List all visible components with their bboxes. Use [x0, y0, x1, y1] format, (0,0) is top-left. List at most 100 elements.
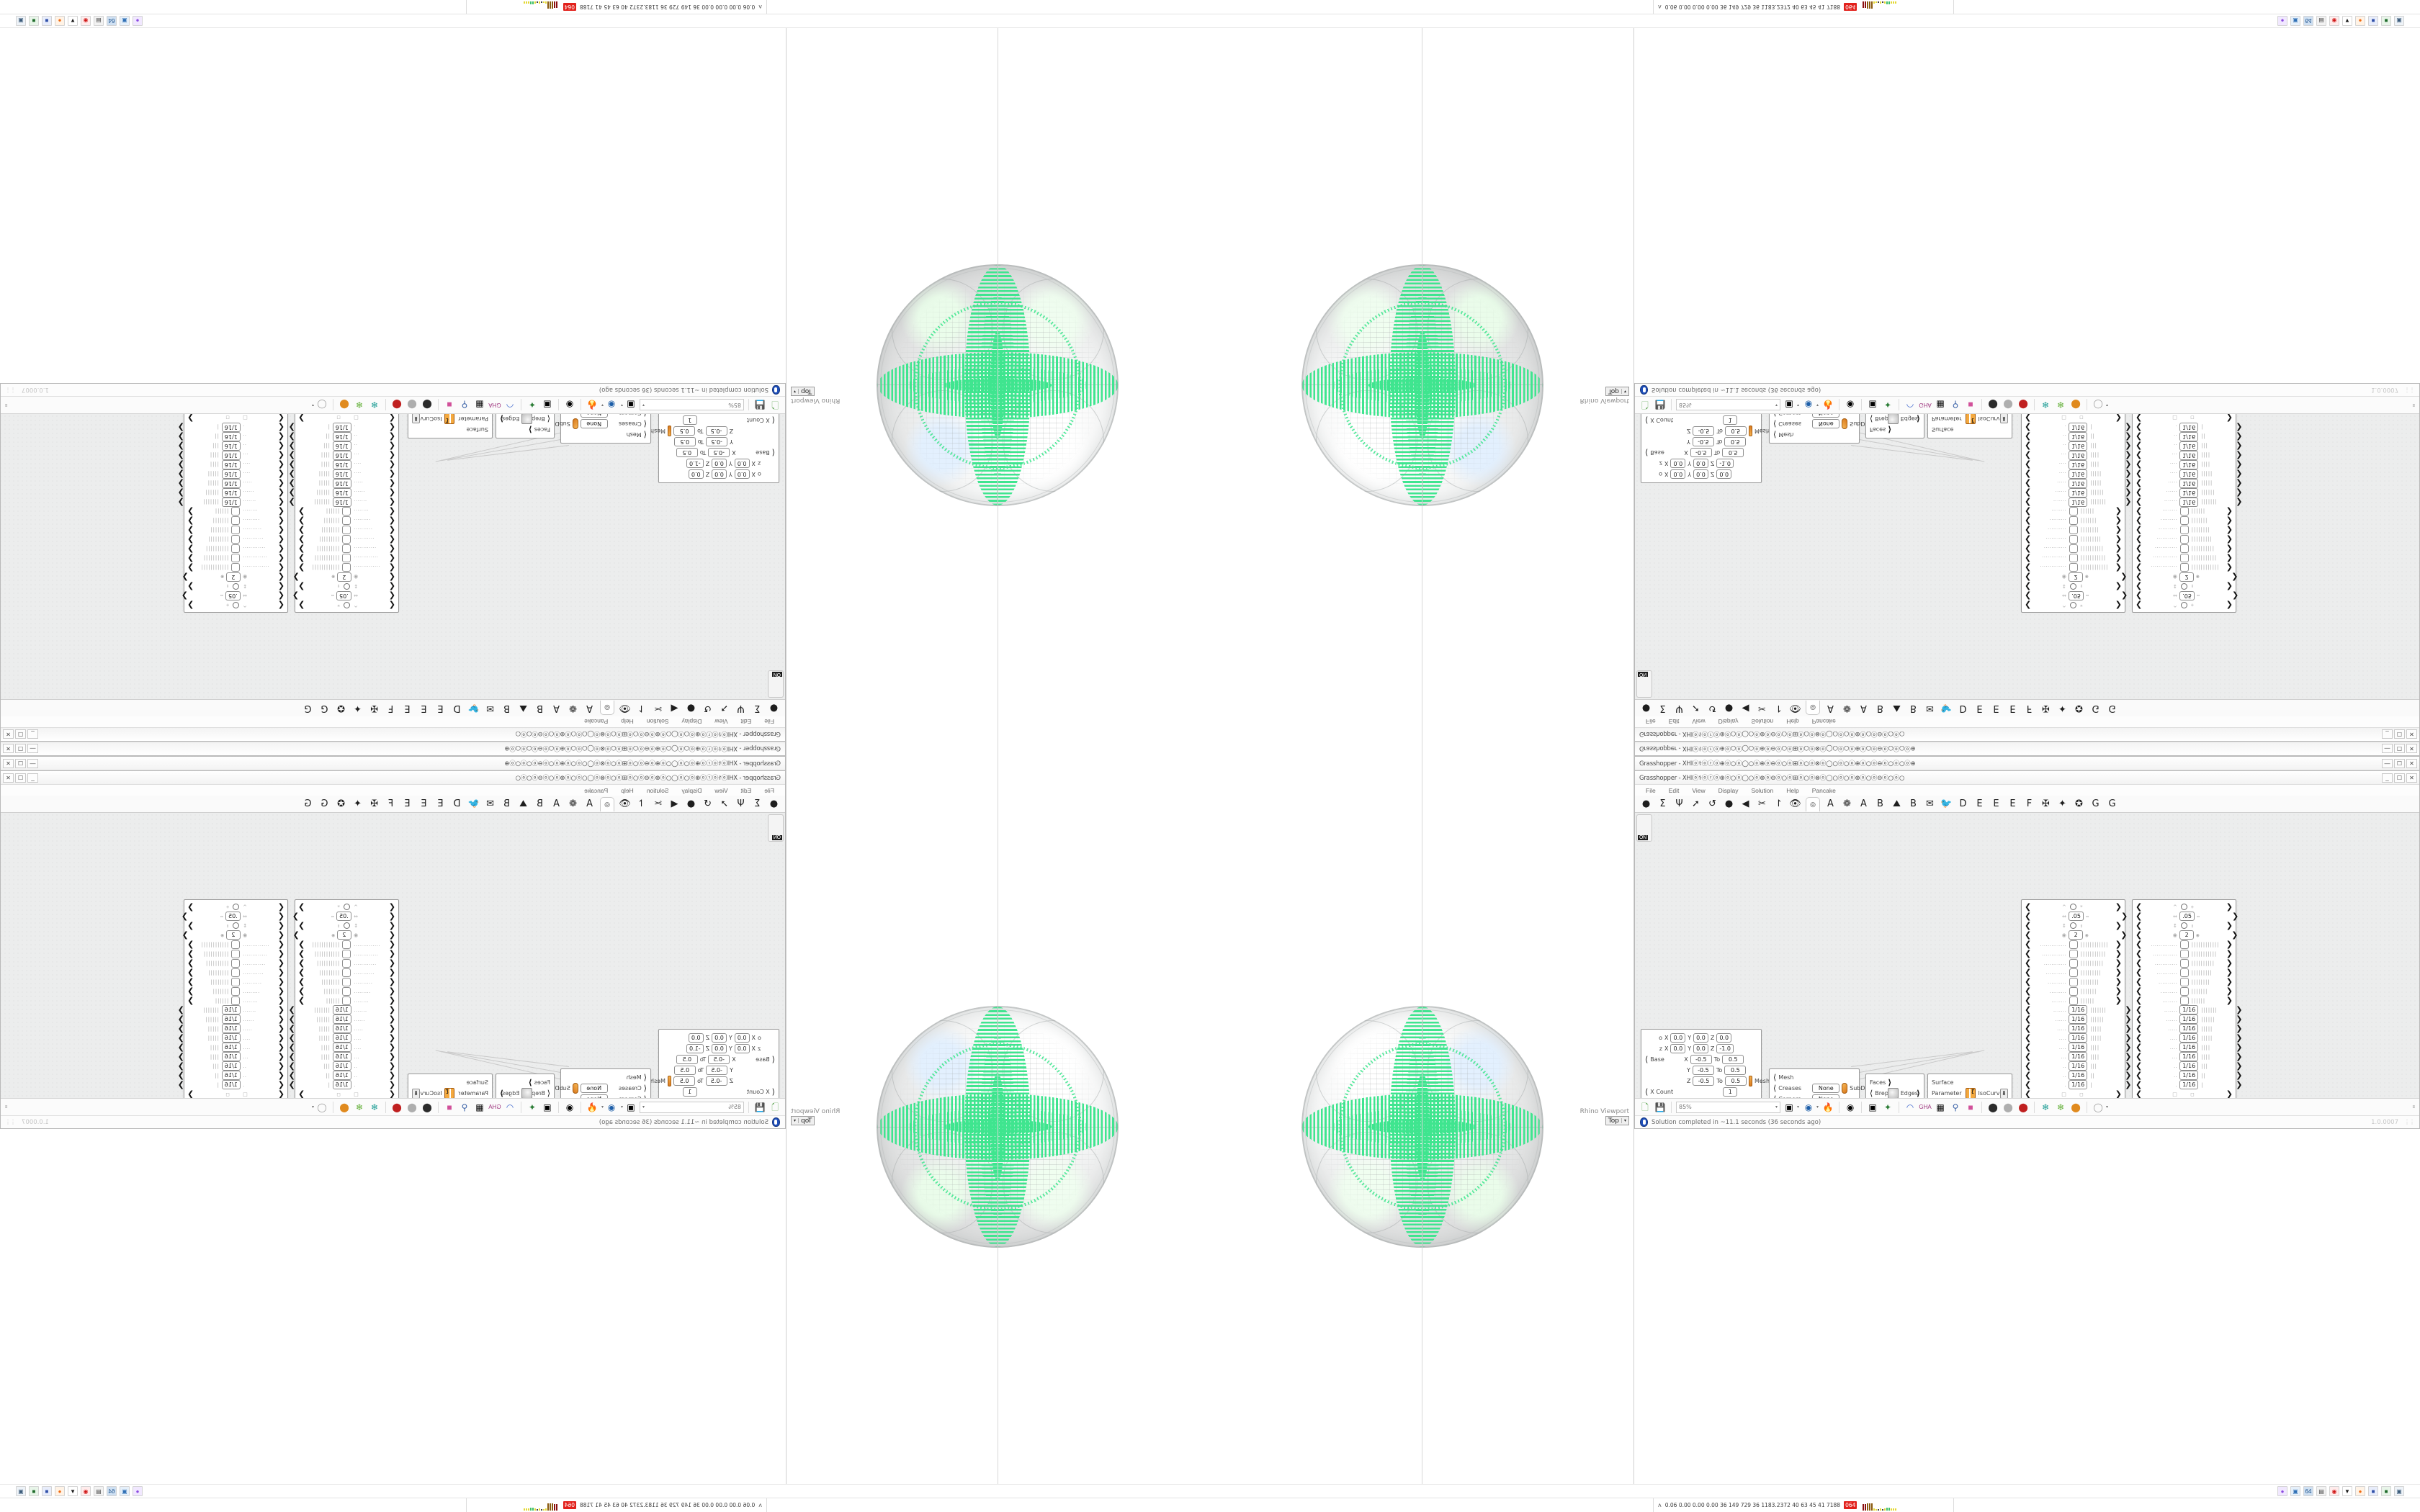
x-count-input[interactable]: 1	[1723, 415, 1738, 425]
input-port[interactable]: ❮	[388, 423, 395, 432]
input-port[interactable]: ❮	[2136, 507, 2143, 516]
input-port[interactable]: ❮	[2136, 1024, 2143, 1033]
output-port[interactable]: ❯	[288, 451, 295, 460]
param-checkbox[interactable]	[2069, 940, 2078, 949]
named-views-icon[interactable]: ◉	[1804, 400, 1813, 410]
output-port[interactable]: ❯	[2226, 563, 2233, 572]
letter-e-icon[interactable]: E	[1976, 798, 1983, 809]
canvas-side-flap[interactable]: ON	[768, 814, 784, 842]
save-disk-icon[interactable]: ■	[2368, 1486, 2378, 1496]
rhino-icon[interactable]: ◉	[81, 1486, 91, 1496]
kangaroo-icon[interactable]: ❁	[569, 703, 577, 714]
input-port[interactable]: ⟨	[547, 1089, 550, 1098]
output-port[interactable]: ❯	[2125, 488, 2132, 498]
letter-b2-icon[interactable]: B	[503, 798, 510, 809]
letter-g-icon[interactable]: G	[2092, 703, 2099, 714]
param-value-input[interactable]: 1/16	[332, 1052, 351, 1061]
origin-x-input[interactable]: 0.0	[734, 469, 750, 479]
domain-z-to[interactable]: 0.5	[673, 426, 696, 436]
letter-a-icon[interactable]: A	[1827, 798, 1834, 809]
preview-shaded-icon[interactable]: ▣	[1868, 400, 1877, 410]
param-value-input[interactable]: .05	[2069, 591, 2084, 600]
param-value-input[interactable]: .05	[336, 912, 351, 921]
document-preview-icon[interactable]: ◠	[506, 1102, 514, 1112]
input-port[interactable]: ❮	[2025, 582, 2032, 591]
output-port[interactable]: ❯	[288, 498, 295, 507]
document-preview-icon[interactable]: ◠	[1906, 400, 1914, 410]
input-port[interactable]: ❮	[277, 441, 284, 451]
cluster-egg-light-icon[interactable]: ⬤	[407, 1102, 417, 1112]
output-port[interactable]: ❯	[2115, 996, 2122, 1005]
input-port[interactable]: ❮	[2025, 413, 2032, 423]
resize-grip-icon[interactable]: ⋮⋮	[6, 1119, 16, 1125]
menu-item-file[interactable]: File	[1646, 718, 1656, 726]
param-checkbox[interactable]	[2179, 563, 2189, 572]
grasshopper-canvas[interactable]: ON o X 0.0 Y 0.0 Z 0.0	[1635, 401, 2419, 699]
input-port[interactable]: ❮	[2025, 469, 2032, 479]
active-tab-icon[interactable]: ◎	[1806, 796, 1820, 811]
titlebar-front[interactable]: Grasshopper - XHIⓞ⚕ⓞⓡⓞ⊕ⓞ○ⓞ◯○ⓞ⊕ⓞ⊖ⓞ○ⓞ⊞ⓞ○ⓞ⊗…	[1635, 727, 2419, 741]
letter-e3-icon[interactable]: E	[2009, 703, 2016, 714]
preview-mesh-icon[interactable]: ◉	[565, 1102, 574, 1112]
param-checkbox[interactable]	[2069, 996, 2078, 1005]
input-port[interactable]: ❮	[277, 591, 284, 600]
input-port[interactable]: ❮	[2136, 1043, 2143, 1052]
output-port[interactable]: ❯	[2231, 591, 2239, 600]
param-value-input[interactable]: 2	[336, 572, 351, 582]
maximize-button[interactable]: ☐	[15, 729, 26, 739]
input-port[interactable]: ❮	[2136, 563, 2143, 572]
output-port[interactable]: ❯	[288, 488, 295, 498]
widget-teal-icon[interactable]: ❄	[2042, 1102, 2050, 1112]
output-port[interactable]: ❯	[2236, 1014, 2243, 1024]
input-port[interactable]: ❮	[2136, 591, 2143, 600]
widget-orange-icon[interactable]: ⬤	[2071, 1102, 2081, 1112]
monitor-icon[interactable]: ▣	[16, 1486, 26, 1496]
param-value-input[interactable]: 1/16	[2069, 451, 2088, 460]
minimize-button[interactable]: _	[2382, 773, 2393, 783]
domain-y-to[interactable]: 0.5	[673, 437, 696, 446]
mastodon-icon[interactable]: ●	[2277, 16, 2287, 26]
document-preview-icon[interactable]: ◠	[1906, 1102, 1914, 1112]
viewport-view-selector[interactable]: Top ▾	[791, 1116, 815, 1125]
input-port[interactable]: ❮	[2025, 572, 2032, 582]
zaxis-y-input[interactable]: 0.0	[712, 1044, 727, 1053]
letter-e3-icon[interactable]: E	[404, 703, 411, 714]
output-port[interactable]: ❯	[2125, 469, 2132, 479]
param-checkbox[interactable]	[342, 968, 351, 977]
script-icon[interactable]: ⚲	[1952, 1102, 1959, 1112]
output-port[interactable]: ❯	[2236, 451, 2243, 460]
output-port[interactable]: ❯	[177, 1052, 184, 1061]
input-port[interactable]: ❮	[277, 413, 284, 423]
output-port[interactable]: ❯	[298, 986, 305, 996]
output-port[interactable]: ❯	[187, 535, 194, 544]
origin-z-input[interactable]: 0.0	[688, 1033, 704, 1043]
input-port[interactable]: ❮	[277, 996, 284, 1005]
input-port[interactable]: ❮	[277, 958, 284, 968]
param-checkbox[interactable]	[2069, 977, 2078, 986]
param-checkbox[interactable]	[231, 977, 241, 986]
sketch-icon[interactable]: ▦	[475, 400, 484, 410]
output-port[interactable]: ❯	[2226, 535, 2233, 544]
param-value-input[interactable]: 1/16	[332, 498, 351, 507]
output-port[interactable]: ❯	[298, 940, 305, 949]
plugin-leaf-icon[interactable]: ✦	[2058, 703, 2066, 714]
weaverbird-icon[interactable]: ✠	[2042, 798, 2050, 809]
output-port[interactable]: ❯	[288, 432, 295, 441]
letter-b2-icon[interactable]: B	[1910, 703, 1917, 714]
output-port[interactable]: ❯	[288, 1024, 295, 1033]
script-icon[interactable]: ⚲	[461, 400, 468, 410]
chevron-down-icon[interactable]: ▾	[1797, 1105, 1800, 1110]
mastodon-icon[interactable]: ●	[2277, 1486, 2287, 1496]
input-port[interactable]: ❮	[277, 469, 284, 479]
input-port[interactable]: ❮	[2025, 1024, 2032, 1033]
intersect-scissors-icon[interactable]: ✂	[654, 798, 662, 809]
document-preview-icon[interactable]: ◠	[506, 400, 514, 410]
letter-e2-icon[interactable]: E	[421, 703, 427, 714]
input-port[interactable]: ❮	[388, 507, 395, 516]
letter-a-icon[interactable]: A	[586, 703, 593, 714]
output-port[interactable]: ❯	[2226, 940, 2233, 949]
minimize-button[interactable]: —	[27, 758, 38, 768]
input-port[interactable]: ❮	[2025, 1089, 2032, 1099]
transform-hook-icon[interactable]: ↾	[637, 703, 645, 714]
input-port[interactable]: ⟨	[771, 415, 775, 425]
